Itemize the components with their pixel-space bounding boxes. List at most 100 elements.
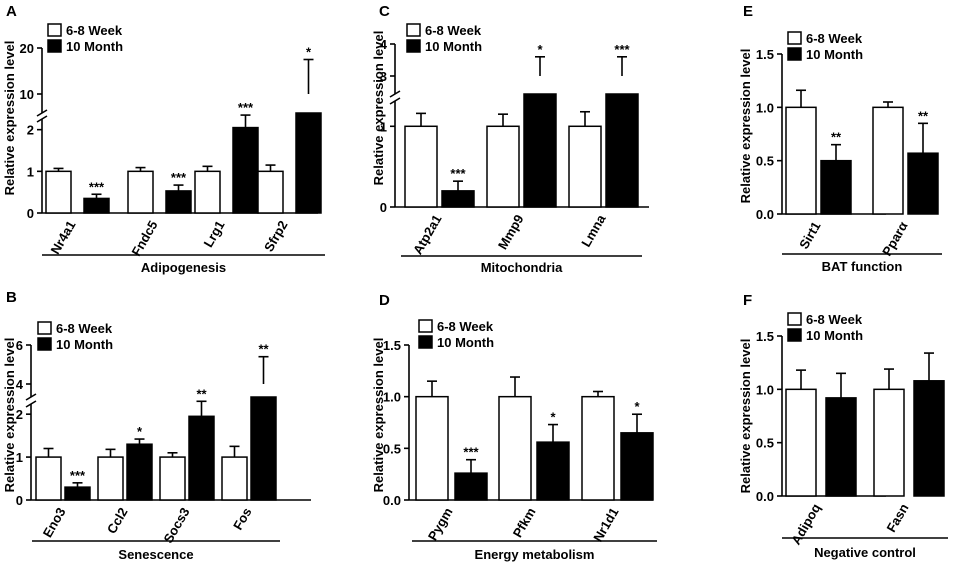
panel-f-bar <box>825 397 857 497</box>
panel-c: C Relative expression level 0 1 3 4 *** Atp2a1 *… <box>371 3 649 275</box>
panel-b-legend-filled-swatch <box>37 337 52 351</box>
panel-e-bar <box>907 152 939 215</box>
panel-d-category-label: Pfkm <box>510 505 539 540</box>
panel-e-bar <box>785 106 817 215</box>
panel-e-significance-label: ** <box>918 108 929 123</box>
panel-e-label: E <box>743 3 753 20</box>
panel-d-legend-filled-label: 10 Month <box>437 335 494 350</box>
panel-e-significance-label: ** <box>831 130 842 145</box>
panel-a-category-label: Sfrp2 <box>261 218 291 254</box>
panel-c-bar <box>486 125 520 208</box>
panel-b-axis-break-mark <box>25 393 37 401</box>
panel-e-ylabel: Relative expression level <box>738 49 753 204</box>
panel-a-bar <box>165 190 192 214</box>
panel-a-y-tick-label: 0 <box>27 206 34 221</box>
panel-e-category-label: Pparα <box>879 219 910 258</box>
panel-f-group-label: Negative control <box>814 545 916 560</box>
panel-b-group-label: Senescence <box>118 547 193 562</box>
panel-a-bar <box>45 170 72 214</box>
panel-e-y-tick-label: 1.0 <box>756 100 774 115</box>
panel-e-y-tick-label: 1.5 <box>756 47 774 62</box>
panel-b-significance-label: ** <box>196 386 207 401</box>
panel-f-y-tick-label: 1.0 <box>756 382 774 397</box>
panel-d-y-tick-label: 0.0 <box>383 493 401 508</box>
panel-c-axis-break-mark <box>389 97 401 105</box>
panel-a-category-label: Fndc5 <box>128 218 160 259</box>
panel-f-legend-open-label: 6-8 Week <box>806 312 863 327</box>
panel-b-legend-open-swatch <box>37 321 52 335</box>
panel-d-label: D <box>379 292 390 309</box>
panel-c-bar <box>568 125 602 208</box>
panel-d-bar <box>415 395 449 501</box>
panel-d-category-label: Nr1d1 <box>590 505 621 544</box>
panel-b-legend-filled-label: 10 Month <box>56 337 113 352</box>
panel-b-y-tick-label: 6 <box>16 338 23 353</box>
panel-b-y-tick-label: 1 <box>16 450 23 465</box>
panel-c-axis-break-mark <box>389 90 401 98</box>
panel-b-significance-label: *** <box>70 468 86 483</box>
panel-a-ylabel: Relative expression level <box>2 41 17 196</box>
panel-a: A Relative expression level 0 1 2 10 20 *** Nr4a… <box>2 3 325 275</box>
panel-a-label: A <box>6 3 17 20</box>
panel-d-significance-label: *** <box>463 445 479 460</box>
panel-a-axis-break-mark <box>36 109 48 117</box>
panel-a-y-tick-label: 10 <box>20 87 34 102</box>
panel-f-y-tick-label: 1.5 <box>756 329 774 344</box>
panel-a-legend-open-label: 6-8 Week <box>66 23 123 38</box>
panel-a-significance-label: *** <box>89 179 105 194</box>
panel-d-bar <box>454 472 488 501</box>
panel-a-legend-filled-swatch <box>47 39 62 53</box>
panel-a-group-label: Adipogenesis <box>141 260 226 275</box>
panel-b-axis-break-mark <box>25 400 37 408</box>
panel-e-y-tick-label: 0.0 <box>756 207 774 222</box>
panel-f-category-label: Fasn <box>883 501 911 535</box>
panel-c-significance-label: *** <box>450 166 466 181</box>
panel-d-significance-label: * <box>634 399 640 414</box>
panel-e-legend-filled-label: 10 Month <box>806 47 863 62</box>
panel-d-legend-open-label: 6-8 Week <box>437 319 494 334</box>
panel-e-legend-open-swatch <box>787 31 802 45</box>
panel-f-ylabel: Relative expression level <box>738 339 753 494</box>
panel-b-bar <box>35 456 62 501</box>
panel-a-significance-label: *** <box>238 100 254 115</box>
panel-d-significance-label: * <box>550 410 556 425</box>
panel-b-bar <box>159 456 186 501</box>
panel-d-legend-open-swatch <box>418 319 433 333</box>
panel-e-bar <box>820 159 852 215</box>
panel-b-category-label: Socs3 <box>160 505 192 546</box>
panel-d-bar <box>536 441 570 501</box>
panel-a-y-tick-label: 20 <box>20 41 34 56</box>
panel-c-significance-label: * <box>537 42 543 57</box>
panel-f-legend-filled-label: 10 Month <box>806 328 863 343</box>
panel-c-category-label: Lmna <box>578 211 609 249</box>
panel-e-bar <box>872 106 904 215</box>
panel-a-bar <box>127 170 154 214</box>
panel-f-bar <box>785 388 817 497</box>
panel-b-bar <box>97 456 124 501</box>
panel-c-legend-filled-swatch <box>406 39 421 53</box>
panel-d-bar <box>581 395 615 501</box>
panel-b-ylabel: Relative expression level <box>2 338 17 493</box>
panel-b-y-tick-label: 4 <box>16 377 24 392</box>
panel-a-significance-label: *** <box>171 170 187 185</box>
panel-a-bar <box>83 197 110 214</box>
panel-d-y-tick-label: 1.0 <box>383 390 401 405</box>
panel-b-label: B <box>6 289 17 306</box>
panel-b-legend-open-label: 6-8 Week <box>56 321 113 336</box>
panel-d-y-tick-label: 0.5 <box>383 441 401 456</box>
panel-c-legend-open-swatch <box>406 23 421 37</box>
panel-f-bar <box>873 388 905 497</box>
panel-d-legend-filled-swatch <box>418 335 433 349</box>
panel-f-label: F <box>743 292 752 309</box>
panel-c-y-tick-label: 4 <box>380 37 388 52</box>
panel-c-label: C <box>379 3 390 20</box>
panel-d-ylabel: Relative expression level <box>371 338 386 493</box>
panel-c-significance-label: *** <box>614 42 630 57</box>
panel-c-y-tick-label: 3 <box>380 69 387 84</box>
panel-a-category-label: Nr4a1 <box>48 218 79 257</box>
